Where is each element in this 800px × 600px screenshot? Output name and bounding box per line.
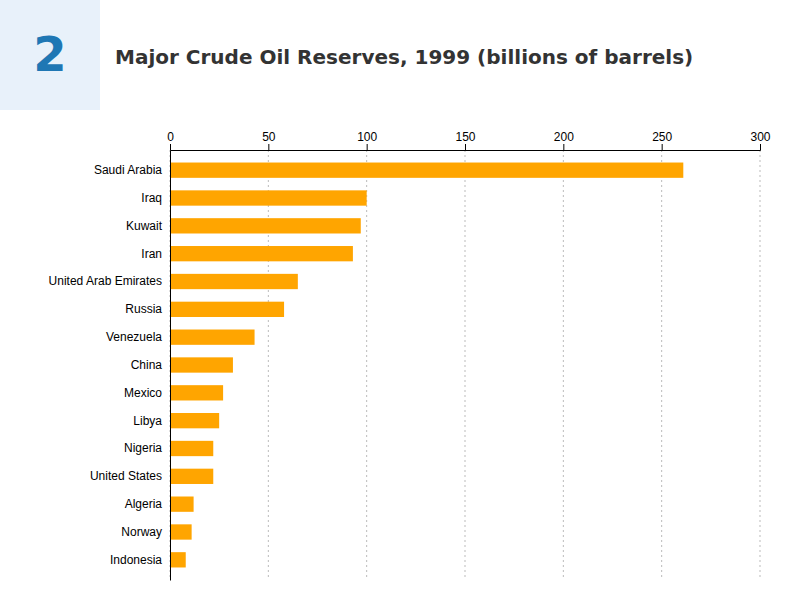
y-tick-label: United States [90,469,162,483]
bars [170,163,683,568]
y-tick: Kuwait [126,219,170,233]
bar [170,246,353,261]
y-axis: Saudi Arabia Iraq Kuwait Iran United Arab Em… [49,151,171,581]
y-axis-line [170,151,171,581]
bar [170,163,683,178]
bar [170,524,192,539]
grid-line [563,150,564,580]
y-tick-label: Libya [133,414,162,428]
grid-line [170,150,171,580]
bar [170,441,213,456]
y-tick: Russia [125,302,170,316]
title: Major Crude Oil Reserves, 1999 (billions… [115,45,693,69]
y-tick-label: China [131,358,163,372]
y-tick-label: Mexico [124,386,162,400]
bar [170,302,284,317]
x-tick-mark [367,144,368,150]
x-tick: 0 [167,130,174,150]
bar [170,274,298,289]
y-tick: United States [90,469,170,483]
x-tick: 150 [455,130,475,150]
x-tick: 300 [750,130,770,150]
y-tick-label: Algeria [125,497,163,511]
grid [170,150,760,580]
x-tick-label: 300 [750,130,770,144]
chart: 2 Major Crude Oil Reserves, 1999 (billion… [0,0,800,600]
y-tick-label: Russia [125,302,162,316]
y-tick: Norway [121,525,170,539]
grid-line [465,150,466,580]
y-tick-label: Norway [121,525,162,539]
x-tick-label: 50 [262,130,276,144]
grid-line [760,150,761,580]
y-tick: Mexico [124,386,170,400]
x-tick: 200 [554,130,574,150]
y-tick-label: Kuwait [126,219,163,233]
grid-line [366,150,367,580]
y-tick: Saudi Arabia [94,163,170,177]
y-tick-label: Indonesia [110,553,162,567]
x-tick-label: 250 [652,130,672,144]
x-tick-mark [563,144,564,150]
x-axis: 0 50 100 150 200 250 300 [167,130,771,151]
bar [170,469,213,484]
annotation: 2 [33,26,66,82]
x-tick-mark [465,144,466,150]
x-tick: 250 [652,130,672,150]
y-tick-label: Venezuela [106,330,162,344]
y-tick: Indonesia [110,553,170,567]
bar [170,385,223,400]
x-tick-label: 100 [357,130,377,144]
bar [170,330,255,345]
bar [170,413,219,428]
y-tick: Iran [141,247,170,261]
y-tick: United Arab Emirates [49,274,170,288]
y-tick: Venezuela [106,330,170,344]
y-tick-label: Iran [141,247,162,261]
y-tick: Algeria [125,497,170,511]
y-tick: China [131,358,170,372]
x-tick: 100 [357,130,377,150]
bar [170,357,233,372]
y-tick-label: Iraq [141,191,162,205]
y-tick-label: Nigeria [124,441,162,455]
y-tick-label: United Arab Emirates [49,274,162,288]
x-tick-label: 200 [554,130,574,144]
x-tick-mark [268,144,269,150]
bar [170,552,186,567]
grid-line [661,150,662,580]
grid-line [268,150,269,580]
x-tick-label: 150 [455,130,475,144]
y-tick-label: Saudi Arabia [94,163,162,177]
bar [170,218,361,233]
header: 2 Major Crude Oil Reserves, 1999 (billion… [0,0,693,110]
x-axis-line [171,144,761,151]
bar [170,190,367,205]
x-tick-mark [170,144,171,150]
annotation-box [0,0,100,110]
y-tick: Nigeria [124,441,170,455]
x-tick-label: 0 [167,130,174,144]
bar [170,497,194,512]
y-tick: Libya [133,414,170,428]
plot: 0 50 100 150 200 250 300 Saudi Arabia Iraq Kuwait… [49,130,771,581]
x-tick-mark [662,144,663,150]
x-tick-mark [760,144,761,150]
y-tick: Iraq [141,191,170,205]
x-tick: 50 [262,130,276,150]
